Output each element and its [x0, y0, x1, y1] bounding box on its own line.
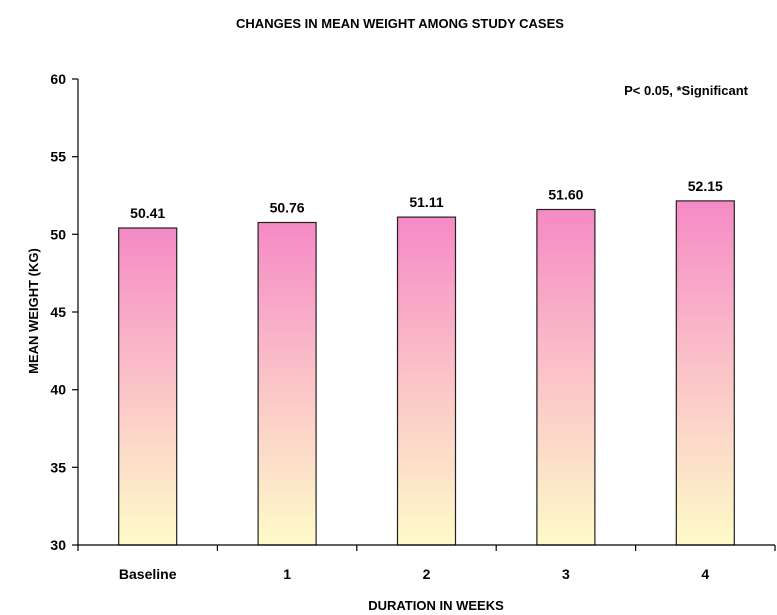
data-label-3: 51.60 [548, 187, 583, 203]
y-tick-label: 35 [50, 459, 66, 475]
y-tick-label: 50 [50, 226, 66, 242]
y-tick-label: 60 [50, 71, 66, 87]
x-axis-label: DURATION IN WEEKS [368, 598, 504, 613]
bar-1 [257, 221, 317, 546]
chart-title: CHANGES IN MEAN WEIGHT AMONG STUDY CASES [236, 16, 564, 31]
y-tick-label: 40 [50, 382, 66, 398]
bar-2 [396, 216, 457, 546]
axes-layer [72, 78, 776, 551]
x-tick-label: 1 [283, 566, 291, 582]
y-tick-label: 45 [50, 304, 66, 320]
bar-baseline [118, 227, 178, 546]
bar-3 [536, 208, 596, 546]
data-label-4: 52.15 [688, 178, 723, 194]
y-tick-label: 30 [50, 537, 66, 553]
bar-4 [675, 200, 735, 546]
x-tick-label: 4 [701, 566, 709, 582]
data-label-2: 51.11 [409, 194, 443, 210]
significance-note: P< 0.05, *Significant [624, 83, 749, 98]
bars-layer [118, 200, 735, 546]
labels-layer: 50.41 Baseline 50.76 1 51.11 2 51.60 3 52.15 4 30 3… [50, 71, 723, 582]
y-axis-label: MEAN WEIGHT (KG) [26, 248, 41, 374]
x-tick-label: Baseline [119, 566, 177, 582]
data-label-baseline: 50.41 [130, 205, 165, 221]
x-tick-label: 2 [423, 566, 431, 582]
x-tick-label: 3 [562, 566, 570, 582]
y-tick-label: 55 [50, 149, 66, 165]
data-label-1: 50.76 [270, 200, 305, 216]
